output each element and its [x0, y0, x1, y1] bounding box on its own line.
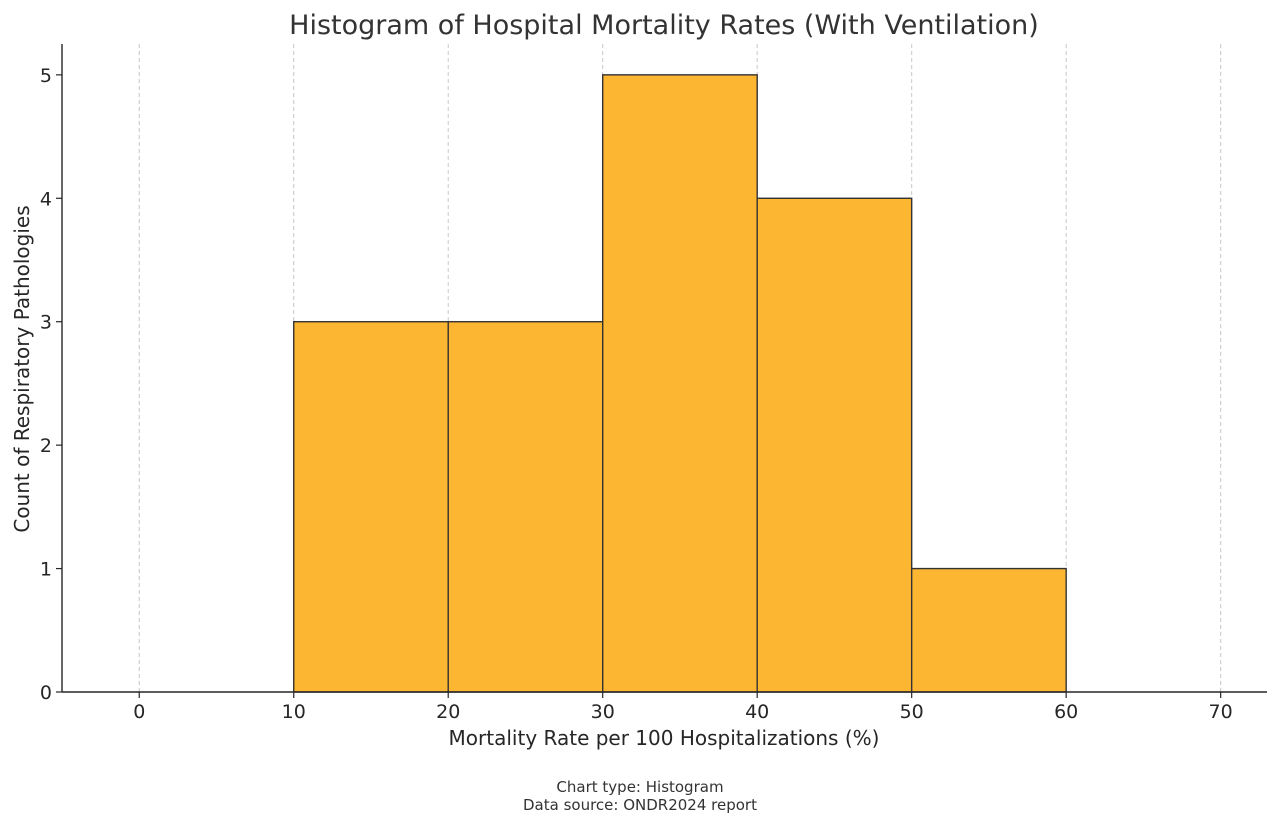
- bars: [293, 74, 1067, 693]
- x-axis-label: Mortality Rate per 100 Hospitalizations …: [449, 726, 880, 750]
- chart-title: Histogram of Hospital Mortality Rates (W…: [289, 10, 1039, 41]
- x-tick-label-40: 40: [745, 701, 769, 723]
- footnote-data-source: Data source: ONDR2024 report: [523, 796, 757, 814]
- y-tick-label-0: 0: [40, 682, 52, 704]
- y-tick-label-5: 5: [40, 65, 52, 87]
- x-tick-label-10: 10: [282, 701, 306, 723]
- bar-50-60: [910, 567, 1067, 693]
- y-axis-label: Count of Respiratory Pathologies: [10, 205, 34, 532]
- x-tick-label-20: 20: [436, 701, 460, 723]
- y-tick-label-3: 3: [40, 312, 52, 334]
- y-tick-label-4: 4: [40, 188, 52, 210]
- x-tick-label-70: 70: [1209, 701, 1233, 723]
- bar-30-40: [602, 74, 758, 693]
- bar-20-30: [447, 321, 604, 693]
- bar-40-50: [756, 197, 913, 693]
- bar-10-20: [293, 321, 449, 693]
- x-tick-label-60: 60: [1054, 701, 1078, 723]
- x-axis-ticks: 0 10 20 30 40 50 60 70: [133, 692, 1233, 723]
- y-axis-ticks: 0 1 2 3 4 5: [40, 65, 62, 704]
- x-tick-label-0: 0: [133, 701, 145, 723]
- footnote-chart-type: Chart type: Histogram: [556, 778, 723, 796]
- y-tick-label-1: 1: [40, 559, 52, 581]
- x-tick-label-50: 50: [900, 701, 924, 723]
- x-tick-label-30: 30: [591, 701, 615, 723]
- y-tick-label-2: 2: [40, 435, 52, 457]
